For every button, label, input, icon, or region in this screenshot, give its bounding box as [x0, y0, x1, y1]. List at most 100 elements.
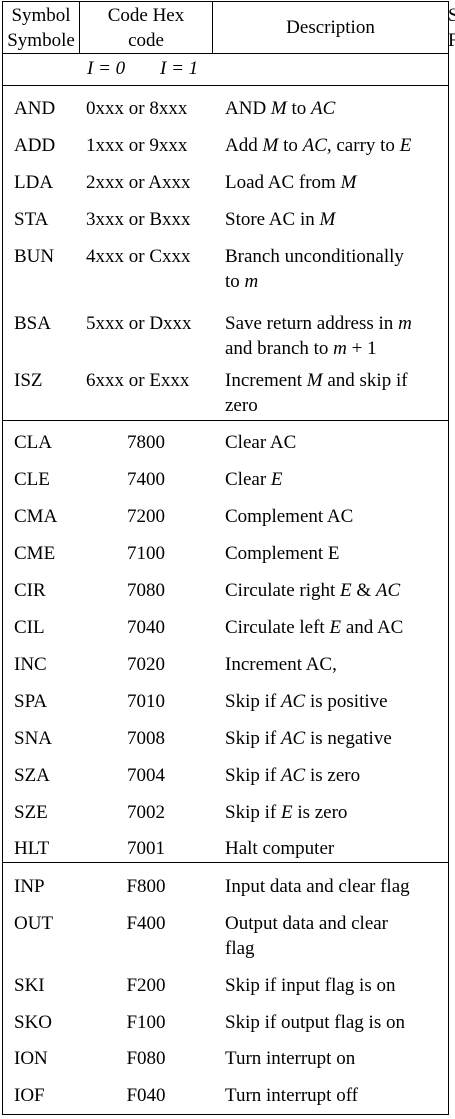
row-description: Clear E — [225, 469, 283, 491]
row-description: Skip if AC is negative — [225, 728, 392, 750]
row-description: Turn interrupt on — [225, 1048, 355, 1070]
row-description: Output data and clear — [225, 913, 388, 935]
row-symbol: AND — [14, 98, 56, 119]
description-segment: E — [399, 135, 412, 156]
row-description: Complement AC — [225, 506, 353, 528]
description-segment: E — [329, 617, 342, 638]
header-divider — [2, 53, 449, 54]
row-code: 7002 — [127, 802, 165, 823]
row-description-line2: to m — [225, 271, 258, 293]
description-segment: M — [340, 172, 357, 193]
header-col-divider-2 — [212, 1, 213, 53]
row-symbol: CLA — [14, 432, 52, 453]
description-segment: Branch unconditionally — [225, 246, 404, 267]
description-segment: is zero — [305, 765, 361, 786]
row-symbol: SZA — [14, 765, 50, 786]
header-symbol-line1: Symbol — [11, 5, 71, 26]
row-description: Load AC from M — [225, 172, 356, 194]
i-bit-row-divider — [2, 85, 449, 86]
description-segment: to — [286, 98, 312, 119]
description-segment: Clear — [225, 469, 271, 490]
row-description: Skip if output flag is on — [225, 1012, 405, 1034]
description-segment: Skip if — [225, 765, 281, 786]
header-code-line2: code — [128, 30, 164, 51]
row-description: Input data and clear flag — [225, 876, 410, 898]
description-segment: m — [244, 271, 259, 292]
description-segment: Circulate left — [225, 617, 330, 638]
description-segment: m — [398, 313, 412, 334]
row-code: 7010 — [127, 691, 165, 712]
row-code: 7004 — [127, 765, 165, 786]
description-segment: AND — [225, 98, 271, 119]
row-code: F100 — [126, 1012, 166, 1033]
row-code: 7200 — [127, 506, 165, 527]
table-bottom-border — [2, 1114, 449, 1115]
header-description: Description — [286, 17, 375, 38]
row-symbol: SPA — [14, 691, 48, 712]
description-segment: Store AC in — [225, 209, 320, 230]
description-segment: Skip if — [225, 728, 281, 749]
row-symbol: CMA — [14, 506, 58, 527]
description-segment: Turn interrupt on — [225, 1048, 356, 1069]
description-segment: AC — [280, 765, 306, 786]
description-segment: flag — [225, 938, 255, 959]
row-code: 7040 — [127, 617, 165, 638]
header-i-one: I = 1 — [160, 58, 199, 79]
description-segment: Skip if output flag is on — [225, 1012, 405, 1033]
description-segment: m — [333, 338, 347, 359]
row-code: F400 — [126, 913, 166, 934]
row-description-line2: flag — [225, 938, 255, 960]
row-description: Halt computer — [225, 838, 334, 860]
row-symbol: OUT — [14, 913, 54, 934]
row-symbol: SZE — [14, 802, 48, 823]
row-code: 1xxx or 9xxx — [86, 135, 188, 156]
description-segment: AC — [280, 691, 306, 712]
row-description: Save return address in m — [225, 313, 412, 335]
row-symbol: ISZ — [14, 370, 43, 391]
row-code: F800 — [126, 876, 166, 897]
row-symbol: CIR — [14, 580, 46, 601]
row-code: 7100 — [127, 543, 165, 564]
row-code: 7008 — [127, 728, 165, 749]
description-segment: is negative — [305, 728, 392, 749]
row-description: Skip if E is zero — [225, 802, 347, 824]
description-segment: Circulate right — [225, 580, 341, 601]
row-description-line2: zero — [225, 395, 258, 417]
description-segment: is zero — [292, 802, 348, 823]
description-segment: Save return address in — [225, 313, 399, 334]
table-left-border — [2, 1, 3, 1114]
section-divider-register — [2, 420, 449, 421]
row-symbol: STA — [14, 209, 49, 230]
row-description: Store AC in M — [225, 209, 335, 231]
row-code: 4xxx or Cxxx — [86, 246, 191, 267]
description-segment: M — [270, 98, 287, 119]
description-segment: & — [351, 580, 376, 601]
row-code: 6xxx or Exxx — [86, 370, 190, 391]
row-symbol: CIL — [14, 617, 45, 638]
row-symbol: LDA — [14, 172, 54, 193]
row-description: Skip if AC is zero — [225, 765, 360, 787]
description-segment: Skip if — [225, 691, 281, 712]
description-segment: Complement AC — [225, 506, 354, 527]
row-description: Increment AC, — [225, 654, 337, 676]
header-symbol-line2: Symbole — [7, 30, 75, 51]
row-symbol: SKO — [14, 1012, 53, 1033]
row-symbol: SKI — [14, 975, 45, 996]
row-code: F080 — [126, 1048, 166, 1069]
description-segment: Output data and clear — [225, 913, 389, 934]
row-symbol: CME — [14, 543, 56, 564]
row-code: 7800 — [127, 432, 165, 453]
header-i-zero: I = 0 — [87, 58, 126, 79]
row-symbol: SNA — [14, 728, 53, 749]
description-segment: E — [280, 802, 293, 823]
description-segment: Turn interrupt off — [225, 1085, 358, 1106]
row-description-line2: and branch to m + 1 — [225, 338, 377, 360]
description-segment: + 1 — [346, 338, 377, 359]
description-segment: M — [262, 135, 279, 156]
row-symbol: BUN — [14, 246, 55, 267]
cut-off-column: S F — [448, 5, 455, 52]
row-code: 7080 — [127, 580, 165, 601]
row-description: Increment M and skip if — [225, 370, 408, 392]
section-divider-io — [2, 862, 449, 863]
